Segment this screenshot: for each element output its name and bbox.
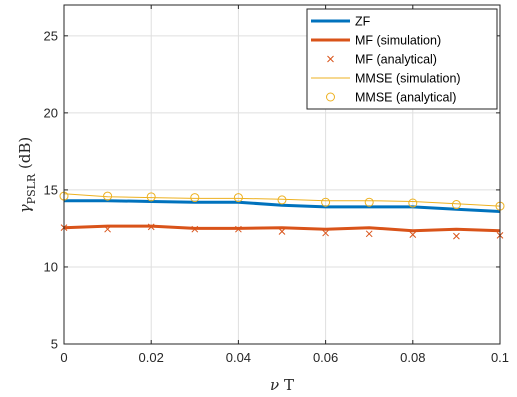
y-tick-label: 15: [44, 182, 58, 197]
x-tick-label: 0: [60, 350, 67, 365]
plot-frame: [63, 4, 501, 345]
y-tick-label: 20: [44, 105, 58, 120]
legend-swatch-mmse-analytical: [326, 92, 335, 102]
mmse-analytical-point: [233, 193, 243, 203]
legend-swatch-mf-analytical: [327, 55, 334, 63]
legend: ZF MF (simulation) MF (analytical) MMSE (si…: [306, 8, 498, 110]
x-axis-title: ν T: [270, 376, 294, 394]
y-axis-title: γPSLR (dB): [16, 137, 38, 214]
series-layer: [59, 191, 505, 240]
y-tick-label: 10: [44, 259, 58, 274]
legend-label-mf-simulation: MF (simulation): [355, 34, 441, 48]
mmse-analytical-point: [190, 193, 200, 203]
mmse-analytical-point: [451, 200, 461, 210]
mf-simulation-line: [63, 224, 501, 233]
mmse-simulation-line: [63, 193, 501, 207]
mmse-analytical-point: [277, 195, 287, 205]
legend-label-mmse-analytical: MMSE (analytical): [355, 91, 456, 105]
x-tick-label: 0.08: [400, 350, 425, 365]
mf-analytical-point: [365, 230, 373, 238]
mf-analytical-point: [278, 228, 286, 235]
mf-analytical-point: [191, 225, 199, 233]
axis-ticks: 0 0.02 0.04 0.06 0.08 0.1 5 10 15 20 25: [44, 5, 509, 365]
mf-analytical-point: [235, 225, 242, 233]
legend-label-mmse-simulation: MMSE (simulation): [355, 72, 461, 86]
x-tick-label: 0.1: [491, 350, 509, 365]
legend-label-zf: ZF: [355, 15, 371, 29]
mf-analytical-point: [322, 229, 329, 237]
legend-box: [306, 8, 498, 110]
x-tick-label: 0.06: [313, 350, 338, 365]
mmse-analytical-point: [146, 192, 156, 202]
mmse-analytical-point: [408, 198, 418, 208]
mmse-analytical-point: [103, 191, 113, 201]
mf-analytical-point: [147, 223, 155, 231]
mf-analytical-point: [409, 231, 417, 238]
mmse-analytical-point: [321, 197, 331, 207]
x-tick-label: 0.02: [139, 350, 164, 365]
x-tick-label: 0.04: [226, 350, 251, 365]
mf-analytical-point: [104, 225, 111, 233]
legend-label-mf-analytical: MF (analytical): [355, 53, 437, 67]
y-tick-label: 5: [51, 337, 58, 352]
zf-line: [64, 199, 501, 213]
mmse-analytical-point: [364, 197, 374, 207]
mf-analytical-point: [453, 232, 460, 240]
y-tick-label: 25: [44, 28, 58, 43]
